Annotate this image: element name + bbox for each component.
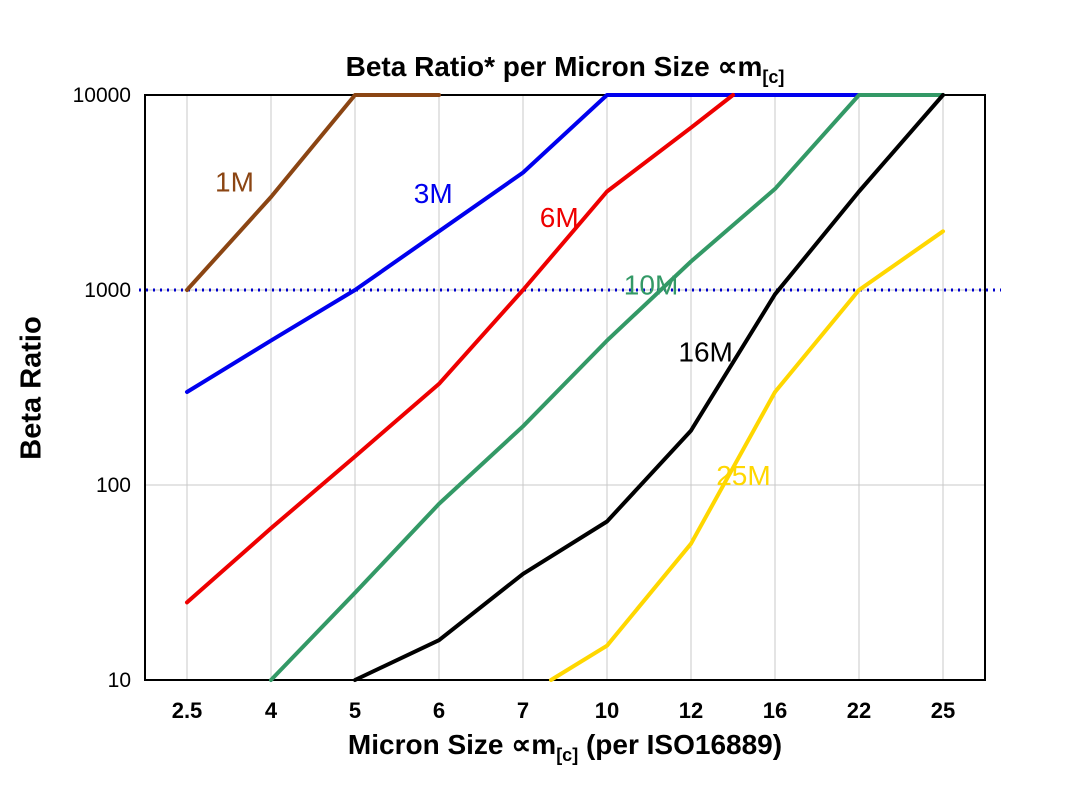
x-tick-label: 7: [517, 698, 529, 723]
series-line-3M: [185, 93, 861, 394]
series-label-16M: 16M: [678, 337, 732, 368]
series-label-10M: 10M: [624, 269, 678, 300]
series-line-25M: [549, 229, 945, 682]
series-line-10M: [269, 93, 945, 682]
x-tick-label: 2.5: [172, 698, 203, 723]
x-tick-label: 25: [931, 698, 955, 723]
x-axis-label-text: Micron Size ∝m: [347, 729, 557, 760]
x-axis-label-subscript: [c]: [556, 745, 579, 765]
series-label-25M: 25M: [716, 460, 770, 491]
x-tick-label: 12: [679, 698, 703, 723]
y-tick-label: 10000: [73, 84, 131, 107]
y-tick-label: 10: [108, 669, 131, 692]
series-label-3M: 3M: [414, 178, 453, 209]
plot-frame: [144, 94, 986, 681]
chart-title-subscript: [c]: [762, 67, 785, 87]
x-axis-label-rest: (per ISO16889): [578, 729, 783, 760]
x-tick-label: 6: [433, 698, 445, 723]
series-line-6M: [185, 93, 735, 605]
chart-title-text: Beta Ratio* per Micron Size ∝m: [345, 51, 763, 82]
x-tick-label: 10: [595, 698, 619, 723]
x-tick-label: 16: [763, 698, 787, 723]
y-tick-label: 100: [96, 474, 131, 497]
x-tick-label: 5: [349, 698, 361, 723]
x-tick-label: 22: [847, 698, 871, 723]
x-axis-label: Micron Size ∝m[c] (per ISO16889): [145, 728, 985, 766]
series-line-1M: [185, 93, 441, 292]
x-tick-label: 4: [265, 698, 278, 723]
series-label-1M: 1M: [215, 167, 254, 198]
series-line-16M: [353, 93, 945, 682]
series-label-6M: 6M: [540, 202, 579, 233]
y-tick-label: 1000: [84, 279, 131, 302]
chart-title: Beta Ratio* per Micron Size ∝m[c]: [145, 50, 985, 88]
